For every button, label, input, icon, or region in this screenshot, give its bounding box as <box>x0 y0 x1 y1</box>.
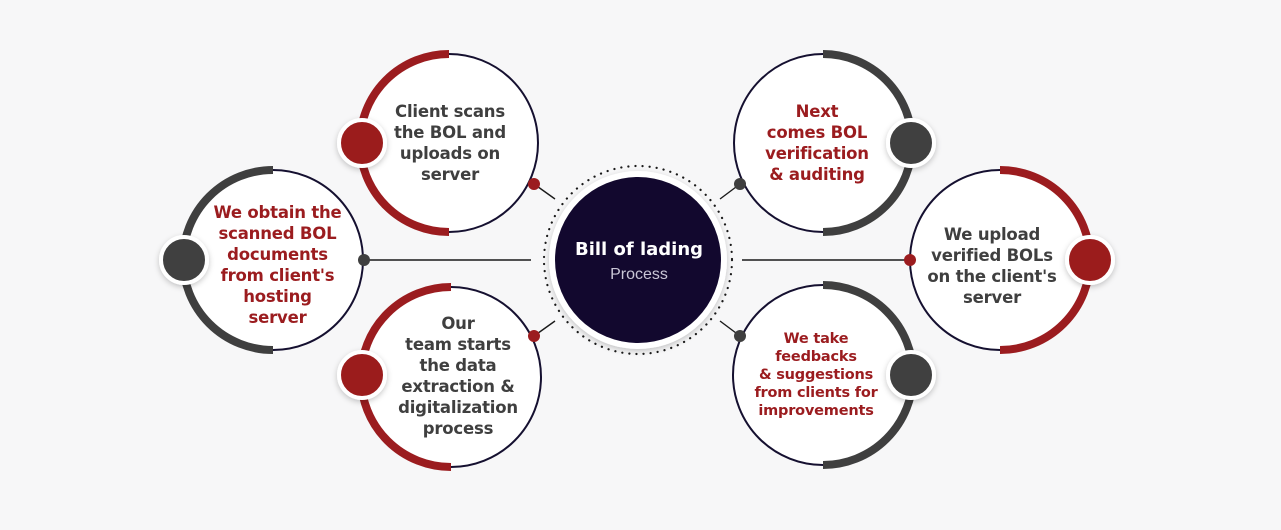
step-scan-text: Client scans the BOL and uploads on serv… <box>394 102 506 184</box>
ring-upload-dot <box>904 254 916 266</box>
center-title: Bill of lading <box>574 239 704 260</box>
step-extract-text: Our team starts the data extraction & di… <box>398 314 518 438</box>
ring-upload-knob <box>1065 235 1115 285</box>
ring-obtain <box>159 166 370 354</box>
ring-extract <box>337 283 542 471</box>
ring-scan-dot <box>528 178 540 190</box>
ring-verify-dot <box>734 178 746 190</box>
ring-scan-knob <box>337 118 387 168</box>
step-obtain-text: We obtain the scanned BOL documents from… <box>213 203 342 327</box>
center-disc <box>555 177 721 343</box>
ring-extract-knob <box>337 350 387 400</box>
ring-obtain-dot <box>358 254 370 266</box>
ring-feedback-dot <box>734 330 746 342</box>
ring-feedback <box>732 281 936 469</box>
step-verify-text: Next comes BOL verification & auditing <box>765 101 869 184</box>
step-upload-text: We upload verified BOLs on the client's … <box>927 224 1057 307</box>
ring-scan <box>337 50 540 236</box>
center-subtitle: Process <box>610 266 668 283</box>
ring-verify-knob <box>886 118 936 168</box>
ring-extract-dot <box>528 330 540 342</box>
ring-obtain-knob <box>159 235 209 285</box>
center-hub <box>542 164 734 356</box>
ring-feedback-knob <box>886 350 936 400</box>
step-feedback-text: We take feedbacks & suggestions from cli… <box>754 331 878 419</box>
center-dotted-ring <box>542 164 734 356</box>
ring-upload <box>904 166 1115 354</box>
ring-verify <box>733 50 936 236</box>
